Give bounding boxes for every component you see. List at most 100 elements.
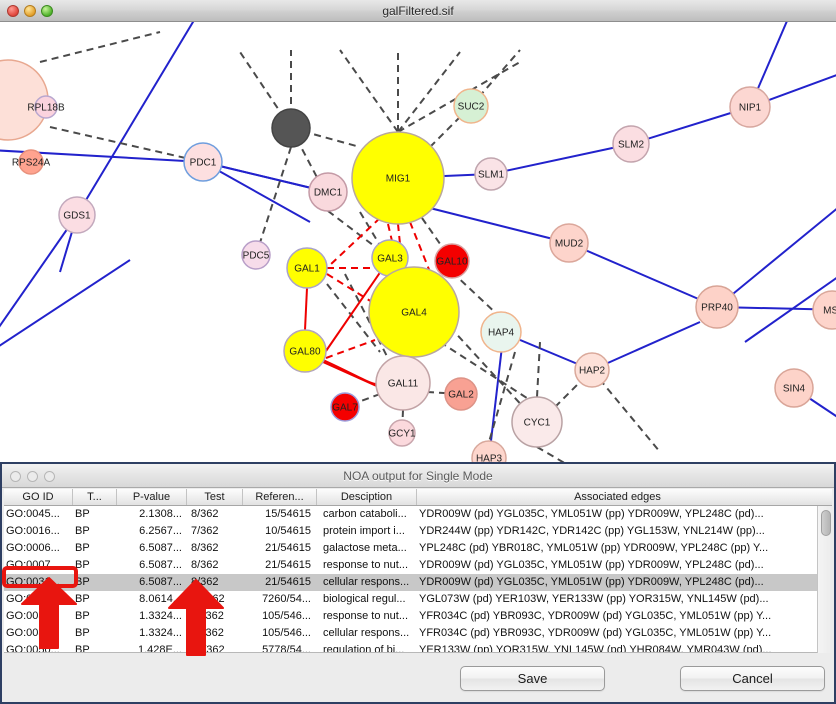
cell-type: BP [75, 525, 90, 537]
column-header-description[interactable]: Desciption [317, 489, 417, 505]
cell-description: cellular respons... [323, 627, 410, 639]
cell-test: 11/362 [191, 610, 224, 622]
network-node-hap3[interactable] [471, 440, 507, 462]
cell-reference: 21/54615 [265, 542, 311, 554]
cell-type: BP [75, 644, 90, 653]
cell-type: BP [75, 593, 90, 605]
network-node-mud2[interactable] [549, 223, 589, 263]
network-node-hap4[interactable] [480, 311, 522, 353]
network-node-cyc1[interactable] [511, 396, 563, 448]
table-row[interactable]: GO:0031... BP 6.5087... 8/362 21/54615 cellul… [4, 574, 832, 591]
network-node-hap2[interactable] [574, 352, 610, 388]
network-node-pdc5[interactable] [241, 240, 271, 270]
cell-p-value: 1.3324... [139, 627, 182, 639]
cell-associated-edges: YPL248C (pd) YBR018C, YML051W (pp) YDR00… [419, 542, 769, 554]
minimize-button[interactable] [27, 471, 38, 482]
window-controls[interactable] [7, 5, 53, 17]
table-vertical-scrollbar[interactable] [817, 506, 832, 653]
scrollbar-thumb[interactable] [821, 510, 831, 536]
noa-window-title: NOA output for Single Mode [343, 468, 493, 483]
table-row[interactable]: GO:0006... BP 6.5087... 8/362 21/54615 galact… [4, 540, 832, 557]
results-table[interactable]: GO ID T... P-value Test Referen... Desci… [4, 489, 832, 653]
cell-go-id: GO:0007... [6, 559, 60, 571]
cell-description: response to nut... [323, 610, 408, 622]
minimize-button[interactable] [24, 5, 36, 17]
cell-type: BP [75, 627, 90, 639]
network-node-slm1[interactable] [474, 157, 508, 191]
network-node-rpl18b[interactable] [34, 95, 58, 119]
table-header-row[interactable]: GO ID T... P-value Test Referen... Desci… [4, 489, 832, 506]
table-row[interactable]: GO:0031... BP 1.3324... 11/362 105/546... res… [4, 608, 832, 625]
close-button[interactable] [7, 5, 19, 17]
table-row[interactable]: GO:0016... BP 6.2567... 7/362 10/54615 protei… [4, 523, 832, 540]
close-button[interactable] [10, 471, 21, 482]
cell-go-id: GO:0031... [6, 576, 60, 588]
network-node-gal7[interactable] [330, 392, 360, 422]
cell-test: 8/362 [191, 559, 219, 571]
cell-associated-edges: YFR034C (pd) YBR093C, YDR009W (pd) YGL03… [419, 627, 772, 639]
node-layer[interactable] [0, 59, 836, 462]
network-node-gcy1[interactable] [388, 419, 416, 447]
network-node-rps24a[interactable] [18, 149, 44, 175]
cell-reference: 10/54615 [265, 525, 311, 537]
zoom-button[interactable] [41, 5, 53, 17]
network-node-gal2[interactable] [444, 377, 478, 411]
cell-reference: 105/546... [262, 610, 311, 622]
cell-type: BP [75, 542, 90, 554]
network-node-mig1[interactable] [351, 131, 445, 225]
cell-p-value: 6.5087... [139, 576, 182, 588]
network-node-slm2[interactable] [612, 125, 650, 163]
cell-go-id: GO:0050... [6, 644, 60, 653]
zoom-button[interactable] [44, 471, 55, 482]
table-row[interactable]: GO:0050... BP 1.428E... 80/362 5778/54... reg… [4, 642, 832, 653]
cell-associated-edges: YFR034C (pd) YBR093C, YDR009W (pd) YGL03… [419, 610, 772, 622]
network-node-gray[interactable] [271, 108, 311, 148]
network-node-sin4[interactable] [774, 368, 814, 408]
network-node-gal1[interactable] [286, 247, 328, 289]
save-button[interactable]: Save [460, 666, 605, 691]
cell-reference: 7260/54... [262, 593, 311, 605]
network-node-nip1[interactable] [729, 86, 771, 128]
column-header-associated-edges[interactable]: Associated edges [574, 491, 661, 503]
cell-type: BP [75, 576, 90, 588]
cell-associated-edges: YDR009W (pd) YGL035C, YML051W (pp) YDR00… [419, 559, 764, 571]
network-node-dmc1[interactable] [308, 172, 348, 212]
cell-associated-edges: YDR009W (pd) YGL035C, YML051W (pp) YDR00… [419, 576, 764, 588]
table-row[interactable]: GO:0031... BP 1.3324... 11/362 105/546... cel… [4, 625, 832, 642]
noa-titlebar: NOA output for Single Mode [2, 464, 834, 488]
network-node-prp40[interactable] [695, 285, 739, 329]
noa-window-controls[interactable] [10, 471, 55, 482]
network-node-gal11[interactable] [375, 355, 431, 411]
cell-test: 7/362 [191, 525, 219, 537]
column-header-type[interactable]: T... [73, 489, 117, 505]
network-node-gds1[interactable] [58, 196, 96, 234]
cell-go-id: GO:0016... [6, 525, 60, 537]
network-node-msi[interactable] [812, 290, 836, 330]
table-row[interactable]: GO:0045... BP 2.1308... 8/362 15/54615 carbon… [4, 506, 832, 523]
cell-reference: 5778/54... [262, 644, 311, 653]
cell-p-value: 2.1308... [139, 508, 182, 520]
column-header-reference[interactable]: Referen... [243, 489, 317, 505]
cancel-button[interactable]: Cancel [680, 666, 825, 691]
network-graph[interactable]: RPL18BRPS24AGDS1PDC1PDC5DMC1MIG1SUC2SLM1… [0, 22, 836, 462]
cell-associated-edges: YER133W (pp) YOR315W, YNL145W (pd) YHR08… [419, 644, 772, 653]
cell-description: carbon cataboli... [323, 508, 407, 520]
cell-associated-edges: YDR009W (pd) YGL035C, YML051W (pp) YDR00… [419, 508, 764, 520]
cell-reference: 105/546... [262, 627, 311, 639]
network-node-gal80[interactable] [283, 329, 327, 373]
network-node-gal10[interactable] [434, 243, 470, 279]
column-header-go-id[interactable]: GO ID [4, 489, 73, 505]
network-node-pdc1[interactable] [183, 142, 223, 182]
cell-go-id: GO:0031... [6, 610, 60, 622]
table-row[interactable]: GO:0065... BP 8.0614... 94/362 7260/54... bio… [4, 591, 832, 608]
table-row[interactable]: GO:0007... BP 6.5087... 8/362 21/54615 respon… [4, 557, 832, 574]
column-header-test[interactable]: Test [187, 489, 243, 505]
table-body[interactable]: GO:0045... BP 2.1308... 8/362 15/54615 carbon… [4, 506, 832, 653]
network-node-suc2[interactable] [453, 88, 489, 124]
column-header-p-value[interactable]: P-value [117, 489, 187, 505]
cell-test: 11/362 [191, 627, 224, 639]
cell-description: galactose meta... [323, 542, 407, 554]
network-canvas[interactable]: RPL18B RPS24A GDS1 PDC1 PDC5 DMC1 MIG1 SUC2 SLM1… [0, 22, 836, 462]
network-node-gal4[interactable] [368, 266, 460, 358]
